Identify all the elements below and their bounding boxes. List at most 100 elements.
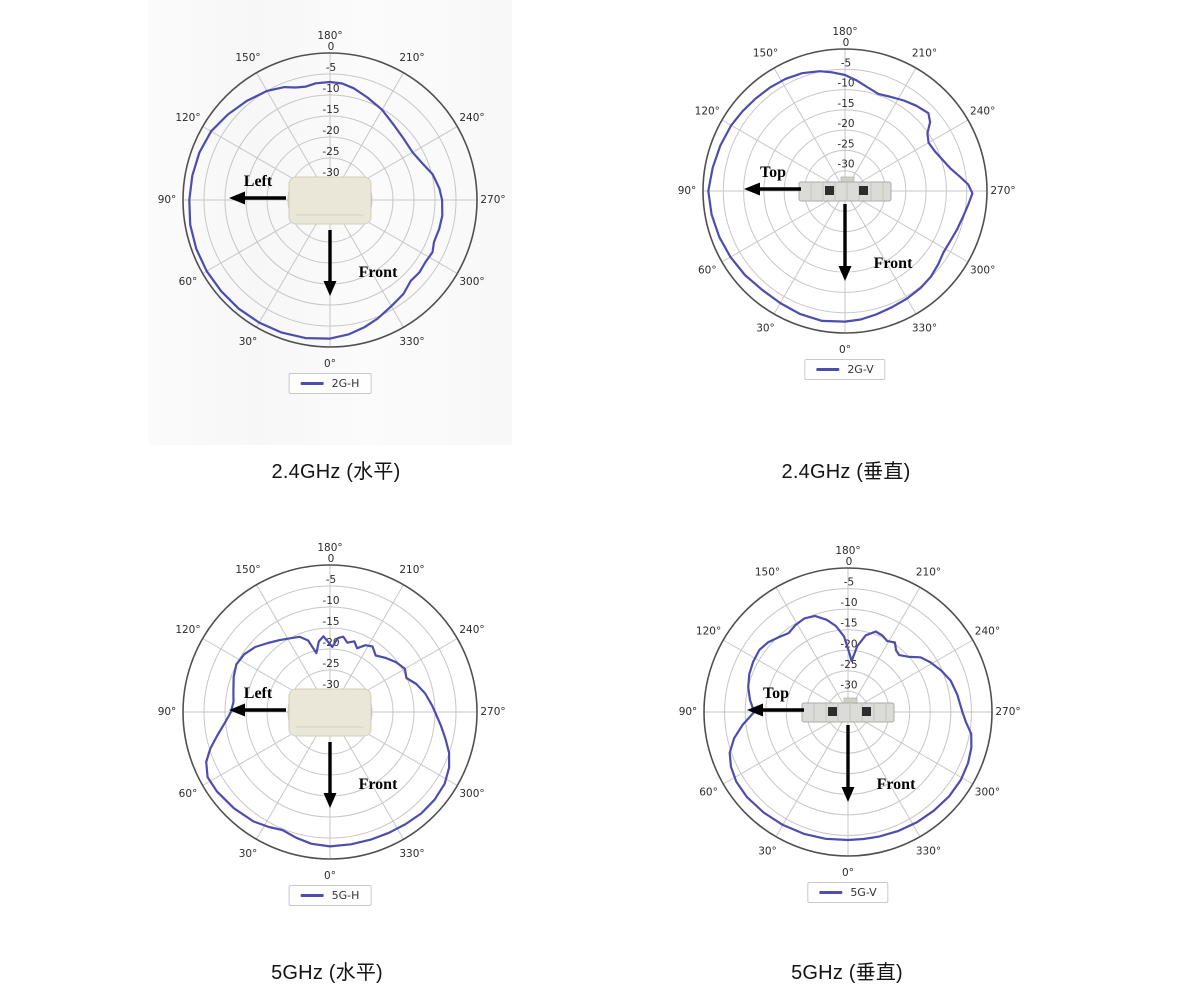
angle-tick-label: 270° [480,194,505,206]
figure-caption-2g4-horizontal: 2.4GHz (水平) [271,461,401,483]
angle-tick-label: 300° [970,265,995,277]
radial-tick-labels: 0-5-10-15-20-25-30 [837,37,854,171]
legend-line-swatch [300,382,324,385]
front-arrowhead [323,281,337,296]
orientation-annotations: Top Front [747,685,916,802]
radial-tick-label: 0 [843,37,850,49]
device-image [288,688,372,737]
legend-line-swatch [816,368,840,371]
angle-tick-label: 120° [695,106,720,118]
angle-tick-label: 330° [399,848,424,860]
radial-tick-label: -5 [326,62,336,74]
device-image [288,176,372,225]
legend-label: 5G-H [331,889,360,902]
radial-tick-label: -10 [840,597,857,609]
angle-tick-label: 150° [753,47,778,59]
radial-tick-label: -15 [840,618,857,630]
legend-label: 5G-V [850,886,877,899]
angle-tick-labels: 0° 30° 60° 90° 120° 150° 180° 210° 240° 270° 300° 3… [678,26,1016,356]
angle-tick-label: 240° [975,626,1000,638]
front-label: Front [359,776,398,793]
radiation-pattern-curve [707,70,974,323]
polar-chart-svg-5g-v: 0-5-10-15-20-25-300°30°60°90°120°150°180… [679,545,1021,879]
radiation-pattern-curve [205,635,451,848]
left-arrowhead [744,182,760,196]
angle-tick-label: 330° [916,845,941,857]
device-image [798,176,892,202]
angle-tick-label: 30° [758,845,777,857]
left-arrowhead [747,703,763,717]
angle-tick-label: 150° [235,52,260,64]
angle-tick-label: 0° [842,867,854,879]
polar-chart-svg-5g-h: 0-5-10-15-20-25-300°30°60°90°120°150°180… [158,542,506,882]
radial-tick-label: -20 [837,118,854,130]
front-arrowhead [838,266,852,281]
radial-tick-labels: 0-5-10-15-20-25-30 [322,41,339,179]
angle-tick-label: 210° [399,564,424,576]
device-image [801,697,895,723]
radial-tick-label: -30 [840,679,857,691]
front-label: Front [874,255,913,272]
legend-label: 2G-H [331,377,360,390]
angle-tick-label: 210° [912,47,937,59]
angle-tick-label: 90° [678,185,697,197]
legend-label: 2G-V [847,363,874,376]
left-top-label: Left [244,685,273,702]
radial-tick-label: -25 [322,146,339,158]
polar-plot-2g4-vertical: 0 -5 -10 -15 -20 -25 -30 0° 30° 60° 90° 120° 150° 180… [635,0,1055,406]
angle-tick-label: 210° [916,567,941,579]
legend-2g-v: 2G-V [804,359,886,380]
angle-tick-labels: 0° 30° 60° 90° 120° 150° 180° 210° 240° 270° 300° 3… [679,545,1021,879]
polar-plot-5g-vertical: 0 -5 -10 -15 -20 -25 -30 0° 30° 60° 90° 120° 150° 180… [638,507,1058,927]
front-arrowhead [323,793,337,808]
angle-tick-label: 180° [317,542,342,554]
angle-tick-label: 300° [459,788,484,800]
radiation-pattern-curve [188,80,444,340]
angle-tick-label: 30° [239,336,258,348]
left-arrowhead [229,703,245,717]
figure-caption-2g4-vertical: 2.4GHz (垂直) [781,461,911,483]
angle-tick-label: 270° [995,706,1020,718]
angle-tick-label: 270° [480,706,505,718]
polar-plot-5g-horizontal: 0 -5 -10 -15 -20 -25 -30 0° 30° 60° 90° 120° 150° 180… [120,507,540,927]
radial-tick-labels: 0-5-10-15-20-25-30 [840,556,857,691]
radial-tick-label: -10 [322,595,339,607]
angle-tick-label: 30° [756,323,775,335]
radial-tick-label: 0 [328,41,335,53]
angle-tick-label: 330° [399,336,424,348]
legend-5g-h: 5G-H [288,885,372,906]
angle-tick-label: 120° [696,626,721,638]
radial-tick-label: -5 [841,57,851,69]
radial-tick-label: -30 [322,167,339,179]
legend-5g-v: 5G-V [807,882,889,903]
radial-tick-label: -15 [322,616,339,628]
angle-tick-label: 240° [459,624,484,636]
outer-ring [702,48,988,334]
angle-tick-label: 0° [324,870,336,882]
radial-tick-label: -25 [837,138,854,150]
angle-tick-label: 30° [239,848,258,860]
angle-tick-label: 90° [158,194,177,206]
radial-tick-label: -10 [837,78,854,90]
front-label: Front [877,776,916,793]
front-arrowhead [841,787,855,802]
angle-tick-label: 90° [158,706,177,718]
radial-tick-label: -25 [840,659,857,671]
orientation-annotations: Left Front [229,173,398,296]
angle-tick-label: 240° [970,106,995,118]
legend-line-swatch [300,894,324,897]
figure-caption-5g-vertical: 5GHz (垂直) [791,962,903,984]
angle-tick-labels: 0° 30° 60° 90° 120° 150° 180° 210° 240° 270° 300° 3… [158,542,506,882]
orientation-annotations: Top Front [744,164,913,281]
angle-tick-label: 150° [235,564,260,576]
radial-tick-labels: 0-5-10-15-20-25-30 [322,553,339,691]
angle-tick-label: 120° [175,112,200,124]
radial-tick-label: -30 [322,679,339,691]
radiation-pattern-curve [728,614,973,842]
radial-tick-label: -5 [844,577,854,589]
polar-chart-svg-2g-h: 0 -5 -10 -15 -20 -25 -30 0° 30° 60° 90° 120° 150° 180… [158,30,506,370]
outer-ring [703,567,993,857]
angle-tick-labels: 0° 30° 60° 90° 120° 150° 180° 210° 240° 270° 300° 3… [158,30,506,370]
angle-tick-label: 270° [990,185,1015,197]
